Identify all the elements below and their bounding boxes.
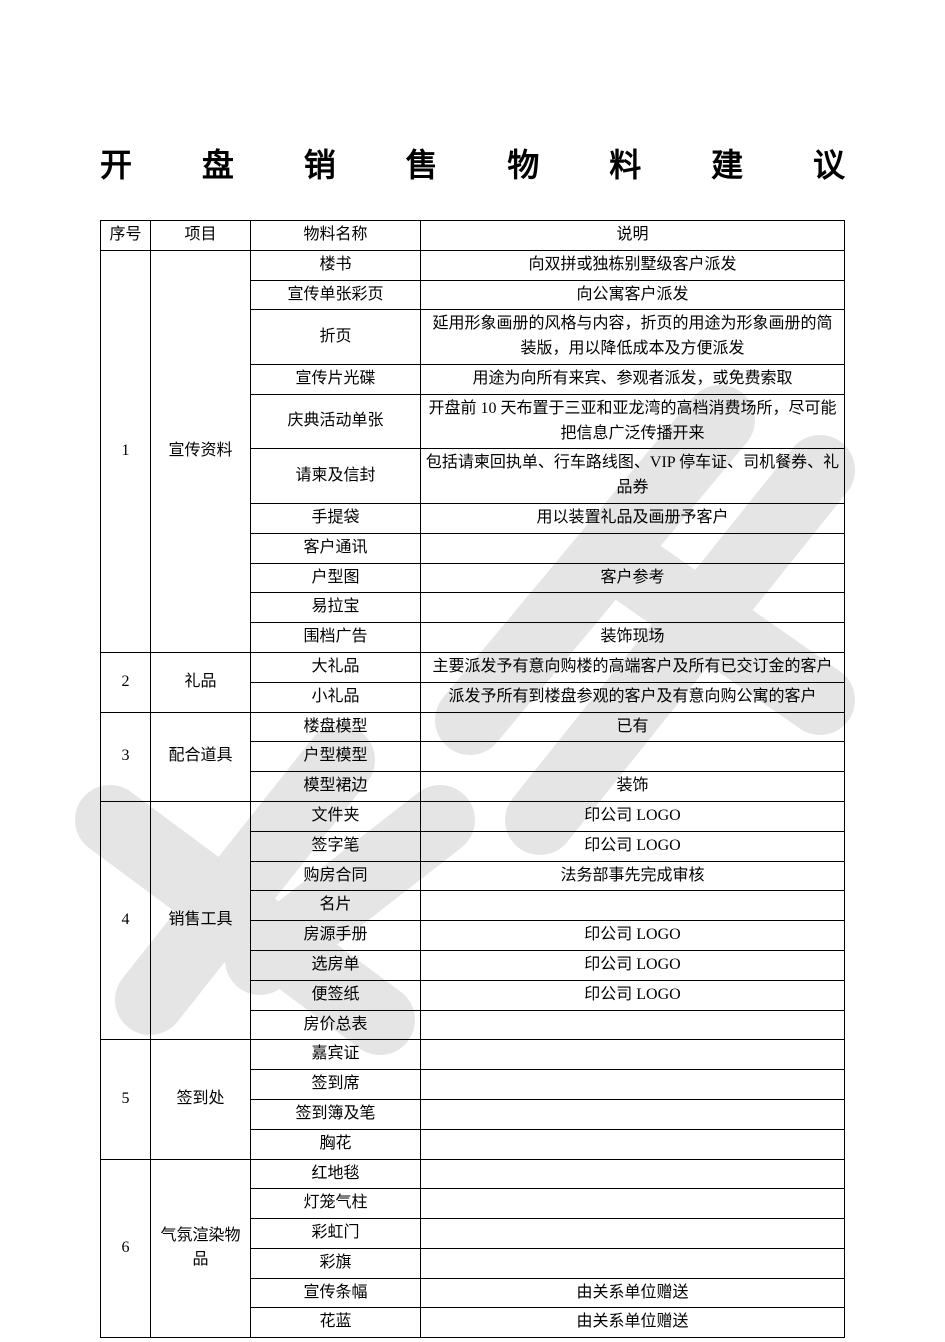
cell-material-name: 便签纸 bbox=[251, 980, 421, 1010]
cell-seq: 1 bbox=[101, 250, 151, 652]
cell-material-name: 购房合同 bbox=[251, 861, 421, 891]
materials-table: 序号 项目 物料名称 说明 1宣传资料楼书向双拼或独栋别墅级客户派发宣传单张彩页… bbox=[100, 220, 845, 1338]
cell-description bbox=[421, 1070, 845, 1100]
cell-description bbox=[421, 1159, 845, 1189]
cell-description bbox=[421, 1010, 845, 1040]
cell-category: 配合道具 bbox=[151, 712, 251, 801]
col-header-cat: 项目 bbox=[151, 221, 251, 251]
cell-description bbox=[421, 1189, 845, 1219]
cell-seq: 4 bbox=[101, 801, 151, 1039]
cell-seq: 2 bbox=[101, 652, 151, 712]
cell-material-name: 胸花 bbox=[251, 1129, 421, 1159]
cell-description bbox=[421, 742, 845, 772]
cell-description: 用途为向所有来宾、参观者派发，或免费索取 bbox=[421, 364, 845, 394]
cell-description: 向双拼或独栋别墅级客户派发 bbox=[421, 250, 845, 280]
cell-description: 主要派发予有意向购楼的高端客户及所有已交订金的客户 bbox=[421, 652, 845, 682]
table-row: 3配合道具楼盘模型已有 bbox=[101, 712, 845, 742]
cell-material-name: 楼书 bbox=[251, 250, 421, 280]
cell-material-name: 选房单 bbox=[251, 950, 421, 980]
cell-category: 气氛渲染物品 bbox=[151, 1159, 251, 1338]
cell-material-name: 易拉宝 bbox=[251, 593, 421, 623]
cell-material-name: 模型裙边 bbox=[251, 772, 421, 802]
col-header-desc: 说明 bbox=[421, 221, 845, 251]
cell-material-name: 红地毯 bbox=[251, 1159, 421, 1189]
cell-description: 客户参考 bbox=[421, 563, 845, 593]
cell-description bbox=[421, 891, 845, 921]
col-header-seq: 序号 bbox=[101, 221, 151, 251]
cell-material-name: 户型图 bbox=[251, 563, 421, 593]
page-title: 开 盘 销 售 物 料 建 议 bbox=[100, 140, 845, 186]
cell-material-name: 签字笔 bbox=[251, 831, 421, 861]
cell-category: 礼品 bbox=[151, 652, 251, 712]
cell-description: 印公司 LOGO bbox=[421, 831, 845, 861]
cell-material-name: 小礼品 bbox=[251, 682, 421, 712]
cell-description: 装饰现场 bbox=[421, 623, 845, 653]
cell-material-name: 签到席 bbox=[251, 1070, 421, 1100]
cell-material-name: 灯笼气柱 bbox=[251, 1189, 421, 1219]
cell-description bbox=[421, 1248, 845, 1278]
cell-description bbox=[421, 593, 845, 623]
cell-description: 包括请柬回执单、行车路线图、VIP 停车证、司机餐券、礼品券 bbox=[421, 449, 845, 504]
cell-description: 法务部事先完成审核 bbox=[421, 861, 845, 891]
cell-description: 印公司 LOGO bbox=[421, 801, 845, 831]
cell-material-name: 围档广告 bbox=[251, 623, 421, 653]
table-row: 6气氛渲染物品红地毯 bbox=[101, 1159, 845, 1189]
cell-seq: 6 bbox=[101, 1159, 151, 1338]
cell-material-name: 楼盘模型 bbox=[251, 712, 421, 742]
cell-material-name: 名片 bbox=[251, 891, 421, 921]
cell-material-name: 文件夹 bbox=[251, 801, 421, 831]
cell-material-name: 花蓝 bbox=[251, 1308, 421, 1338]
cell-material-name: 签到簿及笔 bbox=[251, 1099, 421, 1129]
table-row: 5签到处嘉宾证 bbox=[101, 1040, 845, 1070]
cell-description: 印公司 LOGO bbox=[421, 950, 845, 980]
table-row: 2礼品大礼品主要派发予有意向购楼的高端客户及所有已交订金的客户 bbox=[101, 652, 845, 682]
cell-category: 签到处 bbox=[151, 1040, 251, 1159]
cell-material-name: 宣传片光碟 bbox=[251, 364, 421, 394]
cell-material-name: 手提袋 bbox=[251, 503, 421, 533]
cell-description: 装饰 bbox=[421, 772, 845, 802]
cell-description: 由关系单位赠送 bbox=[421, 1278, 845, 1308]
cell-description: 已有 bbox=[421, 712, 845, 742]
cell-description bbox=[421, 1099, 845, 1129]
cell-seq: 5 bbox=[101, 1040, 151, 1159]
col-header-name: 物料名称 bbox=[251, 221, 421, 251]
cell-material-name: 彩虹门 bbox=[251, 1219, 421, 1249]
cell-description: 开盘前 10 天布置于三亚和亚龙湾的高档消费场所，尽可能把信息广泛传播开来 bbox=[421, 394, 845, 449]
cell-description: 印公司 LOGO bbox=[421, 921, 845, 951]
cell-material-name: 宣传条幅 bbox=[251, 1278, 421, 1308]
table-header-row: 序号 项目 物料名称 说明 bbox=[101, 221, 845, 251]
cell-material-name: 宣传单张彩页 bbox=[251, 280, 421, 310]
cell-material-name: 折页 bbox=[251, 310, 421, 365]
cell-description: 延用形象画册的风格与内容，折页的用途为形象画册的简装版，用以降低成本及方便派发 bbox=[421, 310, 845, 365]
cell-description bbox=[421, 1040, 845, 1070]
cell-material-name: 请柬及信封 bbox=[251, 449, 421, 504]
cell-description bbox=[421, 1129, 845, 1159]
cell-material-name: 庆典活动单张 bbox=[251, 394, 421, 449]
cell-description bbox=[421, 533, 845, 563]
cell-material-name: 嘉宾证 bbox=[251, 1040, 421, 1070]
cell-material-name: 房源手册 bbox=[251, 921, 421, 951]
table-body: 1宣传资料楼书向双拼或独栋别墅级客户派发宣传单张彩页向公寓客户派发折页延用形象画… bbox=[101, 250, 845, 1337]
cell-material-name: 户型模型 bbox=[251, 742, 421, 772]
cell-material-name: 彩旗 bbox=[251, 1248, 421, 1278]
cell-material-name: 客户通讯 bbox=[251, 533, 421, 563]
cell-seq: 3 bbox=[101, 712, 151, 801]
cell-category: 宣传资料 bbox=[151, 250, 251, 652]
cell-description: 用以装置礼品及画册予客户 bbox=[421, 503, 845, 533]
cell-material-name: 大礼品 bbox=[251, 652, 421, 682]
cell-description: 由关系单位赠送 bbox=[421, 1308, 845, 1338]
cell-description bbox=[421, 1219, 845, 1249]
cell-description: 向公寓客户派发 bbox=[421, 280, 845, 310]
table-row: 4销售工具文件夹印公司 LOGO bbox=[101, 801, 845, 831]
cell-material-name: 房价总表 bbox=[251, 1010, 421, 1040]
cell-description: 印公司 LOGO bbox=[421, 980, 845, 1010]
table-row: 1宣传资料楼书向双拼或独栋别墅级客户派发 bbox=[101, 250, 845, 280]
cell-description: 派发予所有到楼盘参观的客户及有意向购公寓的客户 bbox=[421, 682, 845, 712]
cell-category: 销售工具 bbox=[151, 801, 251, 1039]
